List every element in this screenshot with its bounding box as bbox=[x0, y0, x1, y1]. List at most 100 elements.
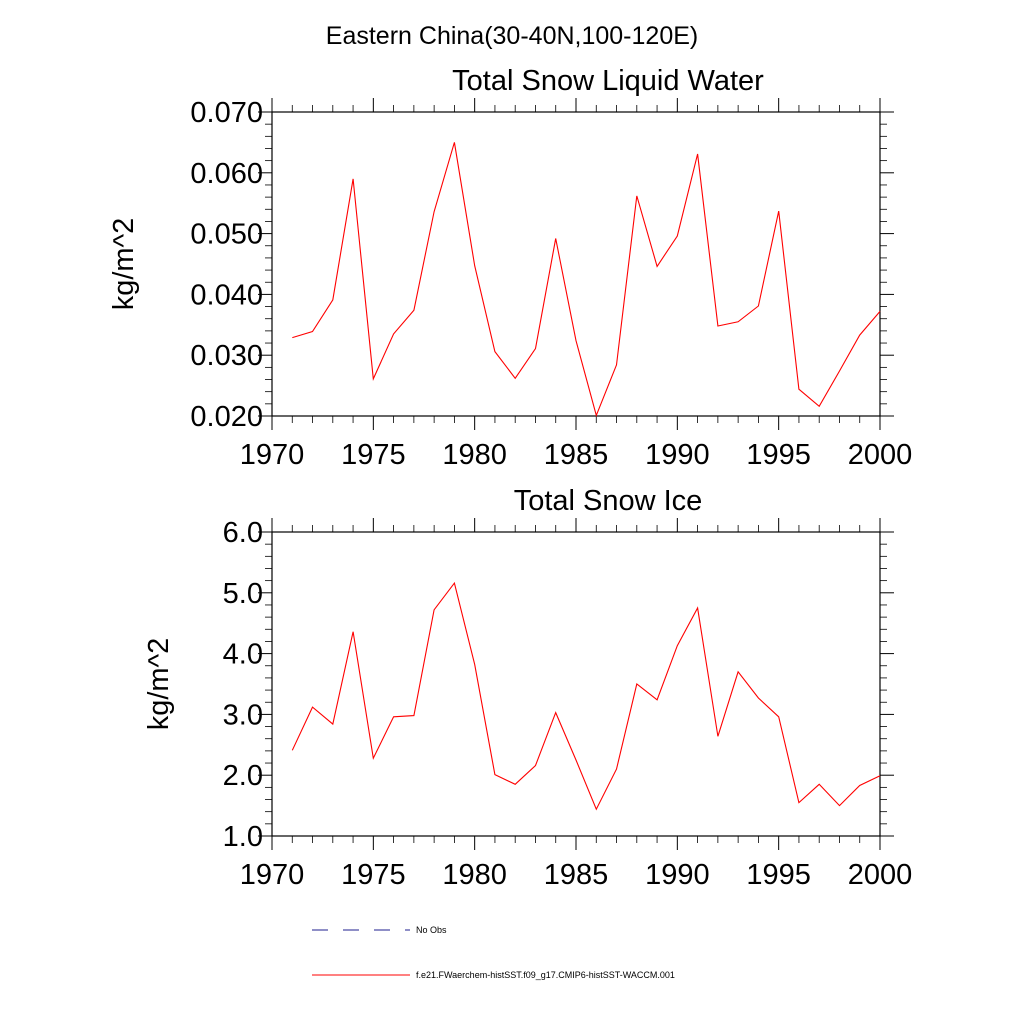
x-tick-label: 1995 bbox=[746, 439, 811, 471]
data-point bbox=[413, 714, 415, 716]
data-point bbox=[696, 607, 698, 609]
x-tick-label: 1995 bbox=[746, 859, 811, 891]
x-tick-label: 1970 bbox=[240, 859, 305, 891]
y-tick-label: 3.0 bbox=[223, 699, 263, 731]
data-point bbox=[575, 339, 577, 341]
data-point bbox=[514, 377, 516, 379]
y-tick-label: 5.0 bbox=[223, 578, 263, 610]
data-point bbox=[879, 310, 881, 312]
data-point bbox=[575, 759, 577, 761]
data-point bbox=[352, 178, 354, 180]
x-tick-label: 1985 bbox=[544, 859, 609, 891]
data-point bbox=[311, 330, 313, 332]
page-title: Eastern China(30-40N,100-120E) bbox=[326, 22, 698, 50]
series-line bbox=[292, 142, 881, 418]
data-point bbox=[291, 749, 293, 751]
y-axis-label: kg/m^2 bbox=[143, 638, 175, 731]
x-tick-label: 1975 bbox=[341, 859, 406, 891]
chart-panel-1: Total Snow Liquid Water 1970 1975 1980 1985 1… bbox=[108, 65, 912, 471]
data-point bbox=[555, 711, 557, 713]
data-point bbox=[757, 697, 759, 699]
data-point bbox=[859, 784, 861, 786]
data-point bbox=[433, 211, 435, 213]
y-tick-label: 6.0 bbox=[223, 517, 263, 549]
data-point bbox=[676, 644, 678, 646]
data-point bbox=[453, 582, 455, 584]
x-tick-label: 2000 bbox=[848, 439, 913, 471]
data-point bbox=[473, 265, 475, 267]
data-point bbox=[555, 237, 557, 239]
data-point bbox=[494, 350, 496, 352]
data-point bbox=[453, 141, 455, 143]
data-point bbox=[798, 388, 800, 390]
x-tick-label: 1990 bbox=[645, 859, 710, 891]
data-point bbox=[413, 309, 415, 311]
data-point bbox=[615, 364, 617, 366]
y-tick-label: 0.060 bbox=[190, 158, 263, 190]
data-point bbox=[879, 775, 881, 777]
y-tick-label: 0.020 bbox=[190, 401, 263, 433]
data-point bbox=[818, 405, 820, 407]
chart-title: Total Snow Ice bbox=[514, 485, 703, 517]
data-point bbox=[433, 609, 435, 611]
x-tick-label: 1975 bbox=[341, 439, 406, 471]
data-point bbox=[372, 378, 374, 380]
plot-frame bbox=[271, 111, 881, 417]
data-point bbox=[514, 783, 516, 785]
data-point bbox=[777, 210, 779, 212]
y-tick-label: 4.0 bbox=[223, 639, 263, 671]
data-point bbox=[534, 347, 536, 349]
data-point bbox=[311, 706, 313, 708]
data-point bbox=[595, 414, 597, 416]
x-tick-label: 1990 bbox=[645, 439, 710, 471]
data-point bbox=[838, 804, 840, 806]
x-tick-label: 1980 bbox=[442, 439, 507, 471]
data-point bbox=[291, 336, 293, 338]
data-point bbox=[737, 671, 739, 673]
data-point bbox=[717, 325, 719, 327]
data-point bbox=[494, 773, 496, 775]
data-point bbox=[676, 235, 678, 237]
series-line bbox=[291, 581, 881, 811]
data-point bbox=[615, 768, 617, 770]
y-tick-label: 0.070 bbox=[190, 97, 263, 129]
data-point bbox=[332, 723, 334, 725]
data-point bbox=[392, 716, 394, 718]
data-point bbox=[777, 716, 779, 718]
data-point bbox=[656, 699, 658, 701]
chart-panels: Total Snow Liquid Water 1970 1975 1980 1985 1… bbox=[108, 65, 912, 891]
data-point bbox=[534, 764, 536, 766]
data-point bbox=[696, 153, 698, 155]
legend: No Obs f.e21.FWaerchem-histSST.f09_g17.CM… bbox=[312, 925, 675, 980]
legend-label: No Obs bbox=[416, 925, 447, 935]
y-tick-label: 0.040 bbox=[190, 279, 263, 311]
data-point bbox=[332, 299, 334, 301]
x-tick-label: 1985 bbox=[544, 439, 609, 471]
x-tick-label: 1980 bbox=[442, 859, 507, 891]
y-tick-label: 1.0 bbox=[223, 821, 263, 853]
data-point bbox=[656, 265, 658, 267]
data-point bbox=[838, 370, 840, 372]
data-point bbox=[818, 783, 820, 785]
data-point bbox=[757, 305, 759, 307]
data-point bbox=[636, 195, 638, 197]
chart-panel-2: Total Snow Ice 1970 1975 1980 1985 1990 1995 20… bbox=[143, 485, 912, 891]
x-tick-label: 1970 bbox=[240, 439, 305, 471]
data-point bbox=[392, 333, 394, 335]
chart-title: Total Snow Liquid Water bbox=[452, 65, 764, 97]
data-point bbox=[595, 808, 597, 810]
plot-frame bbox=[271, 531, 881, 837]
data-point bbox=[798, 801, 800, 803]
data-point bbox=[473, 663, 475, 665]
y-tick-label: 0.030 bbox=[190, 340, 263, 372]
data-point bbox=[859, 334, 861, 336]
data-point bbox=[372, 757, 374, 759]
data-point bbox=[737, 321, 739, 323]
data-point bbox=[636, 683, 638, 685]
y-tick-label: 0.050 bbox=[190, 219, 263, 251]
data-point bbox=[352, 631, 354, 633]
y-axis-label: kg/m^2 bbox=[108, 218, 140, 311]
legend-label: f.e21.FWaerchem-histSST.f09_g17.CMIP6-hi… bbox=[416, 970, 675, 980]
data-point bbox=[717, 735, 719, 737]
